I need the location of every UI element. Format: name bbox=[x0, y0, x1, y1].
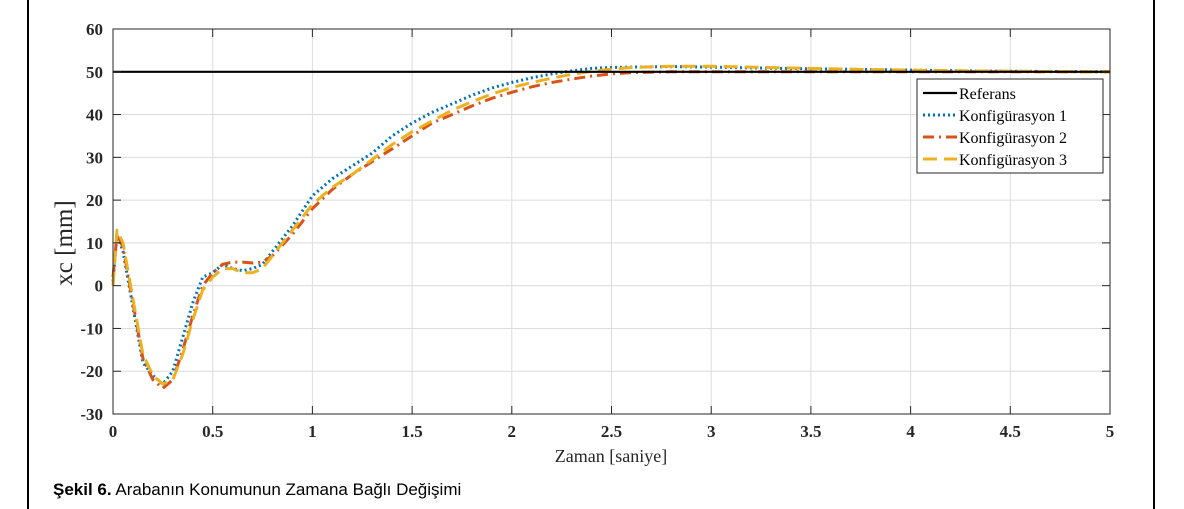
x-tick-label: 5 bbox=[1106, 422, 1115, 441]
series-line-konfigurasyon-1 bbox=[111, 65, 1111, 386]
legend: Referans Konfigürasyon 1 Konfigürasyon 2 Ko… bbox=[916, 78, 1104, 174]
legend-entry: Referans bbox=[959, 86, 1016, 103]
figure-frame bbox=[27, 0, 1155, 509]
y-tick-label: -30 bbox=[80, 405, 103, 424]
y-tick-label: 0 bbox=[95, 277, 104, 296]
chart: 0 0.5 1 1.5 2 2.5 3 3.5 4 4.5 5 -30 -20 -10 0 10 20 30 40 5… bbox=[51, 20, 1114, 466]
x-tick-label: 2 bbox=[508, 422, 517, 441]
y-tick-label: 60 bbox=[86, 20, 103, 39]
y-tick-label: 20 bbox=[86, 191, 103, 210]
legend-box bbox=[916, 78, 1104, 174]
x-tick-label: 0 bbox=[109, 422, 118, 441]
y-tick-label: 40 bbox=[86, 106, 103, 125]
y-tick-label: -20 bbox=[80, 362, 103, 381]
x-tick-label: 1.5 bbox=[401, 422, 422, 441]
y-axis-label: xc [mm] bbox=[51, 200, 78, 285]
x-tick-label: 2.5 bbox=[601, 422, 622, 441]
figure-caption-text: Arabanın Konumunun Zamana Bağlı Değişimi bbox=[111, 480, 462, 499]
x-tick-label: 0.5 bbox=[202, 422, 223, 441]
y-tick-label: 10 bbox=[86, 234, 103, 253]
x-tick-label: 4 bbox=[906, 422, 915, 441]
x-tick-label: 3.5 bbox=[800, 422, 821, 441]
series-line-konfigurasyon-3 bbox=[111, 64, 1111, 386]
y-tick-label: -10 bbox=[80, 319, 103, 338]
x-axis-label: Zaman [saniye] bbox=[555, 446, 667, 466]
tick-labels: 0 0.5 1 1.5 2 2.5 3 3.5 4 4.5 5 -30 -20 -10 0 10 20 30 40 5… bbox=[80, 20, 1114, 441]
y-tick-label: 50 bbox=[86, 63, 103, 82]
figure-caption-label: Şekil 6. bbox=[53, 480, 112, 499]
legend-entry: Konfigürasyon 3 bbox=[959, 152, 1067, 169]
legend-entry: Konfigürasyon 2 bbox=[959, 130, 1067, 147]
x-tick-label: 1 bbox=[308, 422, 317, 441]
y-tick-label: 30 bbox=[86, 148, 103, 167]
x-tick-label: 4.5 bbox=[1000, 422, 1021, 441]
series-layer bbox=[111, 64, 1111, 390]
legend-entry: Konfigürasyon 1 bbox=[959, 108, 1067, 125]
figure-caption: Şekil 6. Arabanın Konumunun Zamana Bağlı… bbox=[53, 480, 461, 500]
x-tick-label: 3 bbox=[707, 422, 716, 441]
